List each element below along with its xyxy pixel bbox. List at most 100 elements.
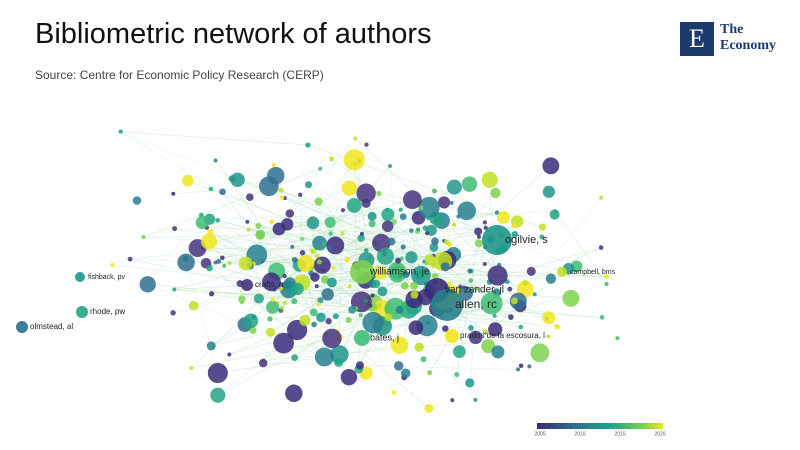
node: [222, 263, 227, 268]
node: [458, 286, 474, 301]
node: [511, 230, 519, 238]
node: [363, 298, 368, 303]
node: [457, 201, 476, 221]
edge: [319, 242, 476, 401]
edge: [312, 218, 362, 239]
node: [429, 242, 439, 252]
node: [341, 180, 357, 196]
node: [75, 272, 85, 282]
node: [445, 329, 459, 343]
node: [491, 345, 505, 359]
edge: [361, 227, 486, 235]
node: [424, 403, 434, 413]
node: [431, 237, 439, 245]
node: [490, 187, 501, 199]
node: [314, 347, 334, 367]
node: [354, 330, 370, 346]
node: [615, 336, 620, 341]
node: [362, 311, 384, 334]
node: [446, 281, 452, 286]
edge: [245, 212, 498, 264]
node: [345, 317, 352, 324]
node: [297, 254, 315, 272]
node: [328, 231, 333, 236]
edge: [411, 230, 426, 298]
edge: [185, 258, 219, 374]
node: [465, 378, 475, 388]
node: [273, 332, 294, 354]
source-note: Source: Centre for Economic Policy Resea…: [35, 68, 324, 82]
node: [604, 281, 609, 287]
node: [408, 320, 424, 336]
node: [291, 298, 298, 305]
node: [599, 315, 605, 320]
node: [511, 223, 517, 229]
node-label: williamson, je: [369, 267, 430, 278]
edge: [469, 227, 487, 383]
node: [299, 250, 306, 256]
node: [381, 220, 394, 233]
node: [172, 287, 177, 292]
edge: [206, 227, 428, 234]
node: [208, 186, 214, 192]
node: [422, 225, 429, 231]
node: [213, 158, 218, 163]
node: [518, 324, 524, 330]
node: [390, 336, 409, 354]
node: [310, 272, 320, 282]
node: [454, 372, 460, 378]
node: [474, 239, 483, 248]
node: [139, 276, 156, 293]
edge: [218, 218, 313, 262]
node: [189, 366, 194, 371]
node: [444, 239, 450, 245]
node-label: van zander, jl: [445, 285, 504, 296]
node: [255, 229, 266, 240]
node: [400, 282, 409, 290]
node: [269, 219, 275, 225]
edge: [187, 180, 383, 311]
node: [476, 234, 481, 239]
node: [467, 268, 473, 274]
node: [181, 174, 194, 187]
node: [350, 260, 374, 284]
edge: [120, 131, 392, 242]
node: [321, 241, 327, 246]
edge: [217, 344, 400, 374]
node: [393, 361, 404, 371]
node: [318, 166, 323, 171]
edge: [280, 190, 526, 290]
node: [363, 248, 369, 253]
node: [253, 293, 265, 304]
node: [409, 228, 414, 233]
node: [599, 195, 604, 200]
edge: [215, 160, 338, 332]
node: [245, 219, 250, 224]
node: [255, 222, 262, 229]
node: [481, 339, 496, 354]
node: [359, 231, 364, 236]
node: [356, 183, 376, 203]
node: [355, 361, 365, 370]
node: [402, 190, 422, 210]
node: [141, 234, 146, 240]
node: [291, 282, 304, 296]
edge: [217, 230, 432, 396]
node: [340, 368, 358, 386]
node: [347, 284, 352, 289]
slide-title: Bibliometric network of authors: [35, 18, 432, 50]
node: [282, 300, 287, 305]
node: [305, 142, 311, 148]
node: [507, 286, 513, 292]
edge: [284, 197, 426, 229]
logo-mark: E: [680, 22, 714, 56]
edge: [211, 331, 271, 347]
node: [545, 273, 557, 284]
node: [332, 313, 339, 320]
logo-text: The: [720, 22, 744, 37]
node: [324, 216, 336, 228]
node: [249, 326, 257, 334]
node: [416, 227, 421, 232]
node: [285, 384, 303, 403]
